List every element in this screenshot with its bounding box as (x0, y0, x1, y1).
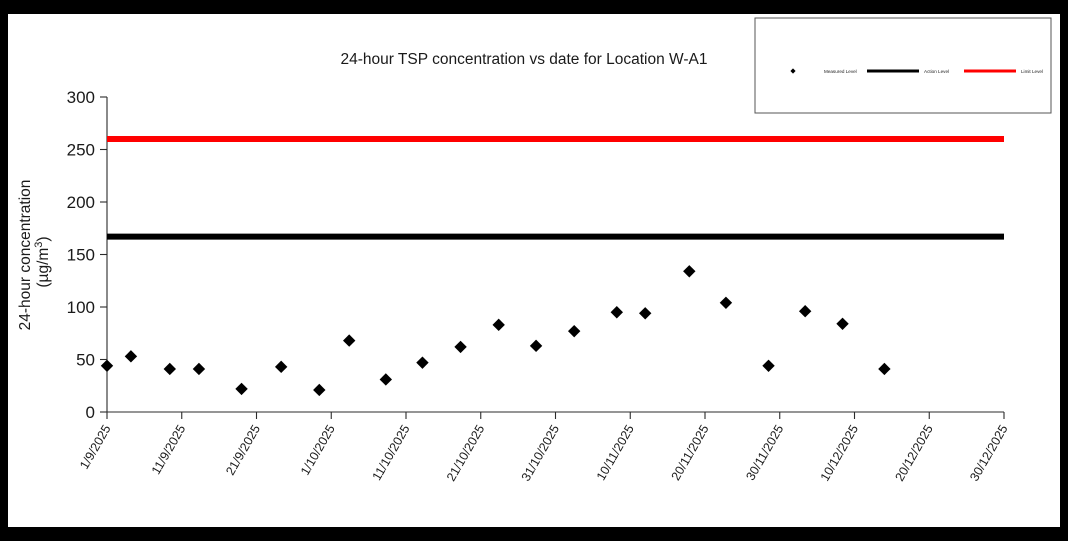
data-point-marker (100, 359, 114, 372)
data-point-marker (235, 382, 248, 396)
chart-frame: 24-hour TSP concentration vs date for Lo… (8, 14, 1060, 527)
y-axis-title-line2: (µg/m3) (33, 236, 52, 287)
axes (106, 97, 1004, 413)
data-point-marker (878, 362, 891, 376)
legend-label: Measured Level (824, 69, 857, 74)
y-tick-label: 100 (67, 298, 95, 317)
data-point-marker (719, 296, 733, 309)
data-point-marker (192, 362, 206, 376)
data-point-marker (416, 356, 429, 369)
data-point-marker (529, 339, 543, 353)
x-tick-label: 10/12/2025 (818, 422, 861, 483)
legend-box (754, 17, 1052, 114)
y-tick-label: 150 (67, 246, 95, 265)
y-tick-label: 0 (86, 403, 95, 422)
x-tick-label: 21/10/2025 (444, 422, 487, 483)
data-point-marker (639, 307, 652, 320)
data-point-marker (762, 359, 775, 372)
x-tick-label: 30/11/2025 (743, 422, 786, 482)
x-tick-label: 10/11/2025 (594, 422, 637, 482)
data-point-marker (454, 340, 467, 354)
data-point-marker (342, 334, 356, 347)
x-tick-label: 21/9/2025 (223, 422, 263, 477)
legend-label: Action Level (924, 69, 949, 74)
data-point-marker (610, 306, 623, 319)
x-tick-label: 1/9/2025 (77, 422, 113, 471)
data-point-marker (836, 317, 849, 330)
legend-label: Limit Level (1021, 69, 1043, 74)
data-point-marker (274, 360, 288, 374)
data-point-marker (567, 324, 581, 338)
legend: Measured Level Action Level Limit Level (754, 17, 1052, 114)
reference-lines (107, 136, 1004, 240)
data-point-marker (163, 362, 176, 376)
y-tick-label: 50 (76, 351, 95, 370)
data-point-marker (124, 350, 138, 363)
data-point-marker (313, 383, 326, 397)
x-tick-label: 11/10/2025 (370, 422, 413, 482)
data-point-marker (683, 265, 696, 278)
x-tick-label: 1/10/2025 (298, 422, 338, 477)
data-point-marker (798, 305, 812, 318)
x-tick-label: 30/12/2025 (967, 422, 1010, 483)
x-tick-label: 31/10/2025 (519, 422, 562, 483)
x-axis-ticks: 1/9/2025 11/9/2025 21/9/2025 1/10/2025 11/10… (77, 412, 1011, 484)
x-tick-label: 11/9/2025 (149, 422, 188, 476)
data-point-marker (492, 318, 505, 332)
x-tick-label: 20/11/2025 (669, 422, 712, 482)
data-points (100, 265, 891, 397)
y-tick-label: 300 (67, 88, 95, 107)
y-axis-ticks: 0 50 100 150 200 250 300 (67, 88, 107, 422)
tsp-concentration-chart: 24-hour TSP concentration vs date for Lo… (17, 17, 1052, 484)
y-axis-title-line1: 24-hour concentration (17, 180, 34, 331)
chart-title: 24-hour TSP concentration vs date for Lo… (340, 51, 707, 68)
x-tick-label: 20/12/2025 (892, 422, 935, 483)
data-point-marker (379, 373, 393, 386)
y-tick-label: 250 (67, 141, 95, 160)
y-tick-label: 200 (67, 193, 95, 212)
